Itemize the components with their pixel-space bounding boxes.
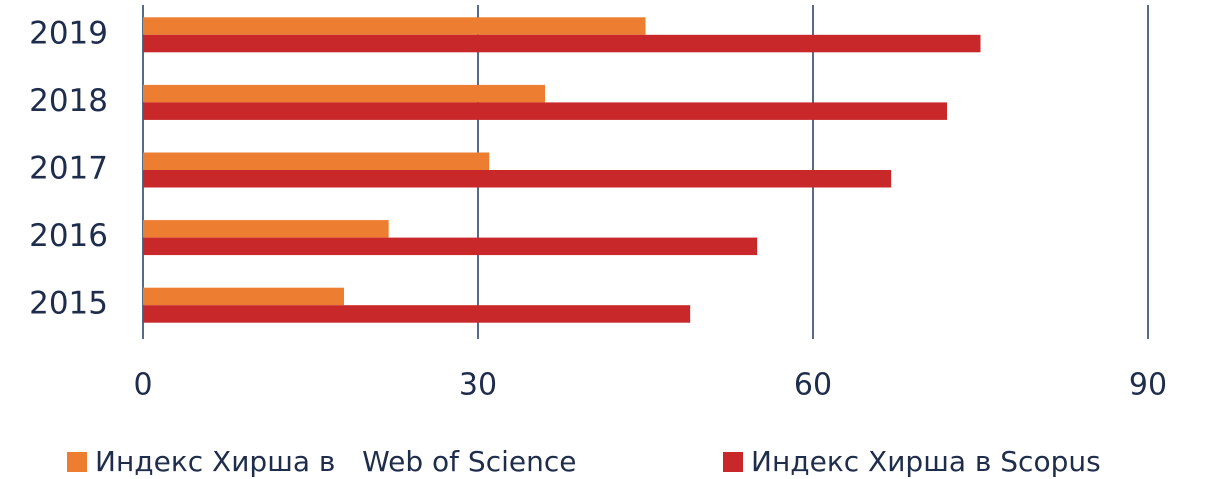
y-tick-label: 2015 <box>29 286 108 322</box>
x-tick-label: 60 <box>794 368 832 403</box>
y-tick-label: 2017 <box>29 151 108 187</box>
bar <box>143 237 758 256</box>
bar <box>143 34 981 53</box>
y-tick-label: 2016 <box>29 218 108 254</box>
y-tick-label: 2018 <box>29 83 108 119</box>
legend-label: Индекс Хирша в Web of Science <box>95 445 576 478</box>
legend-swatch <box>723 452 743 472</box>
bar <box>143 152 490 170</box>
x-tick-label: 0 <box>133 368 152 403</box>
y-tick-label: 2019 <box>29 15 108 51</box>
bar <box>143 170 892 188</box>
bar <box>143 220 389 238</box>
bar <box>143 17 646 35</box>
bar <box>143 287 344 306</box>
x-tick-label: 90 <box>1129 368 1167 403</box>
bar <box>143 102 947 120</box>
legend-label: Индекс Хирша в Scopus <box>751 445 1101 478</box>
legend-swatch <box>67 452 87 472</box>
bar <box>143 84 545 103</box>
x-tick-label: 30 <box>459 368 497 403</box>
bar <box>143 305 691 323</box>
